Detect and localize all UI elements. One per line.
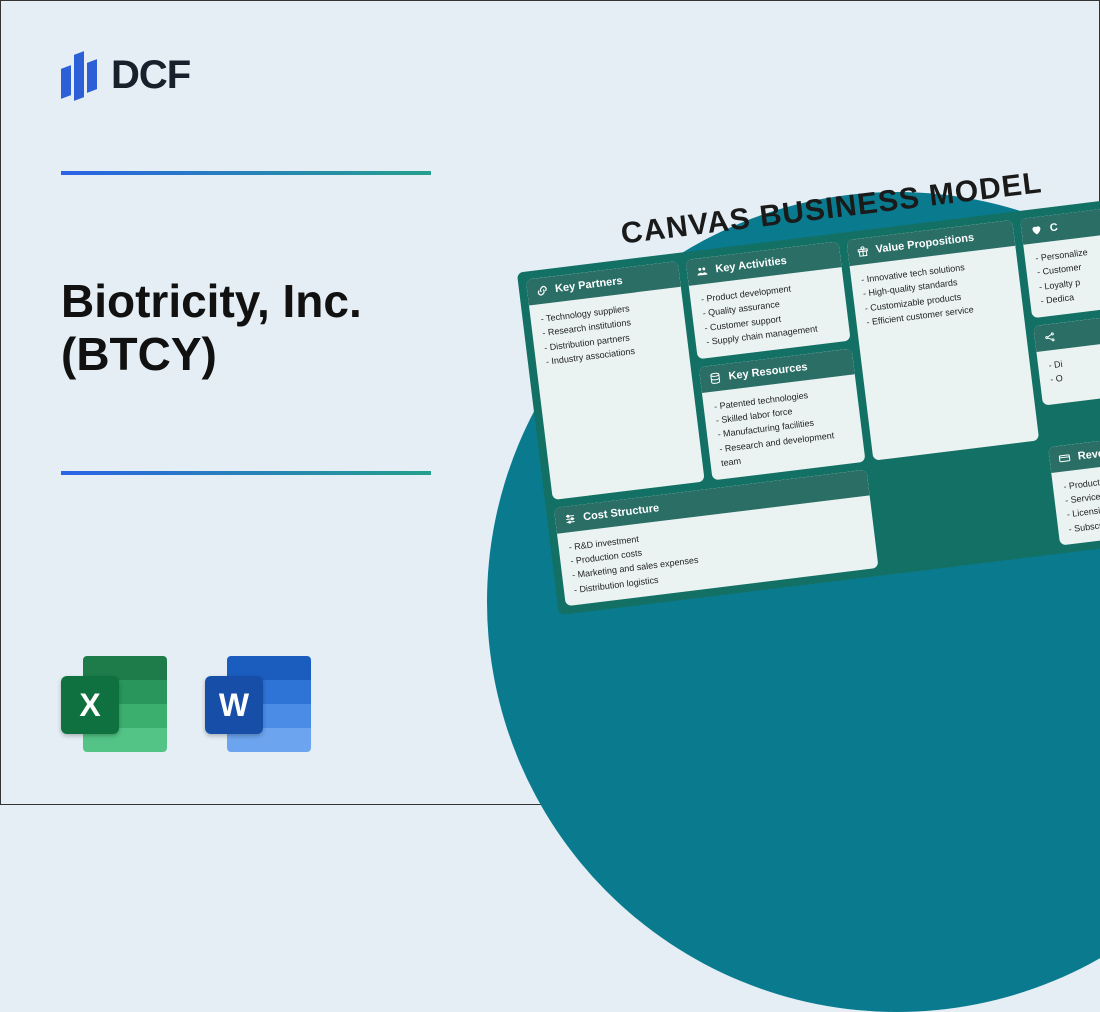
word-icon[interactable]: W bbox=[205, 656, 315, 756]
bmc-head-label: Revenue S bbox=[1077, 443, 1100, 462]
bmc-key-activities: Key Activities Product development Quali… bbox=[686, 241, 850, 359]
bmc-body: Technology suppliers Research institutio… bbox=[529, 287, 703, 484]
logo-text: DCF bbox=[111, 53, 190, 98]
bmc-head-label: Key Activities bbox=[715, 255, 788, 276]
bmc-spacer bbox=[874, 448, 1052, 567]
bmc-channels: Di O bbox=[1034, 310, 1100, 405]
business-model-canvas: CANVAS BUSINESS MODEL Key Partners Techn… bbox=[512, 153, 1100, 615]
card-frame: DCF Biotricity, Inc. (BTCY) X W CANVAS B… bbox=[13, 13, 1087, 792]
logo-icon bbox=[61, 49, 97, 101]
database-icon bbox=[708, 370, 724, 386]
bmc-head-label: Cost Structure bbox=[582, 502, 659, 523]
file-icons-row: X W bbox=[61, 656, 315, 756]
left-column: DCF Biotricity, Inc. (BTCY) bbox=[61, 49, 491, 475]
title-block: Biotricity, Inc. (BTCY) bbox=[61, 275, 491, 381]
bmc-head-label: Key Partners bbox=[554, 275, 623, 295]
logo: DCF bbox=[61, 49, 491, 101]
page-title: Biotricity, Inc. (BTCY) bbox=[61, 275, 491, 381]
heart-icon bbox=[1029, 222, 1045, 238]
link-icon bbox=[534, 283, 550, 299]
bmc-col2: Key Activities Product development Quali… bbox=[686, 241, 865, 480]
share-icon bbox=[1042, 329, 1058, 345]
bmc-body: Personalize Customer Loyalty p Dedica bbox=[1024, 229, 1100, 317]
sliders-icon bbox=[562, 511, 578, 527]
bmc-value-propositions: Value Propositions Innovative tech solut… bbox=[846, 220, 1039, 460]
excel-icon[interactable]: X bbox=[61, 656, 171, 756]
canvas-grid: Key Partners Technology suppliers Resear… bbox=[517, 195, 1100, 616]
bmc-body: Innovative tech solutions High-quality s… bbox=[850, 246, 1038, 445]
bmc-customer-relationships: C Personalize Customer Loyalty p Dedica bbox=[1020, 204, 1100, 318]
bmc-revenue-streams: Revenue S Product sales Service contract… bbox=[1048, 431, 1100, 545]
divider-bottom bbox=[61, 471, 431, 475]
bmc-head-label: Key Resources bbox=[728, 361, 808, 383]
bmc-key-resources: Key Resources Patented technologies Skil… bbox=[699, 348, 865, 480]
word-badge: W bbox=[205, 676, 263, 734]
bmc-head-label: C bbox=[1049, 221, 1058, 234]
card-icon bbox=[1057, 450, 1073, 466]
divider-top bbox=[61, 171, 431, 175]
excel-badge: X bbox=[61, 676, 119, 734]
bmc-body: Patented technologies Skilled labor forc… bbox=[702, 374, 865, 480]
gift-icon bbox=[855, 244, 871, 260]
bmc-key-partners: Key Partners Technology suppliers Resear… bbox=[526, 261, 705, 500]
people-icon bbox=[695, 263, 711, 279]
